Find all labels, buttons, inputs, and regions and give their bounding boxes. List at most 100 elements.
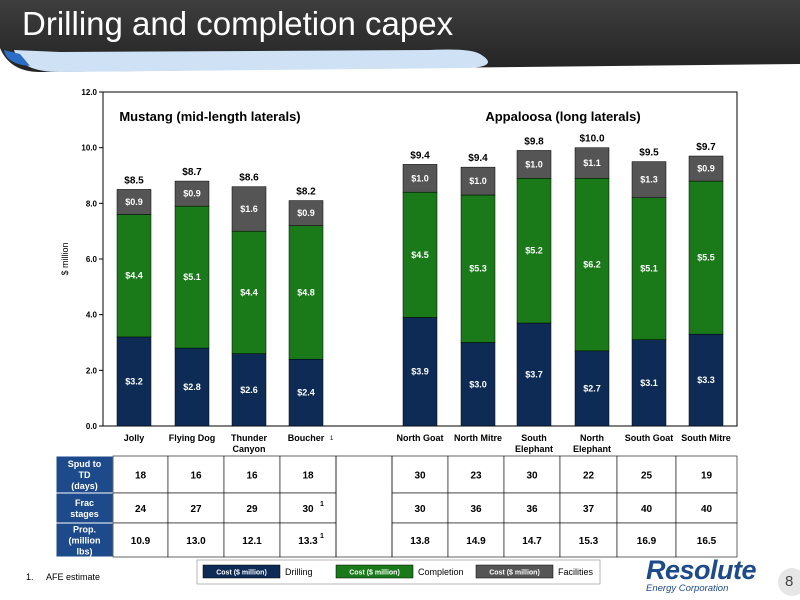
- bar-value-label: $3.9: [411, 367, 429, 377]
- bar-total-label: $9.4: [410, 150, 430, 161]
- bar-value-label: $1.0: [469, 176, 487, 186]
- table-cell-value: 23: [470, 471, 482, 482]
- table-row-header-line: (days): [71, 481, 98, 491]
- bar-value-label: $4.8: [297, 287, 315, 297]
- table-cell-value: 22: [583, 471, 595, 482]
- page-title: Drilling and completion capex: [22, 5, 454, 42]
- table-row-header: Frac stages: [70, 498, 99, 519]
- table-cell-value: 18: [135, 471, 147, 482]
- table-cell-value: 30: [414, 504, 426, 515]
- category-label: North Mitre: [454, 433, 502, 443]
- category-label-line: North Mitre: [454, 433, 502, 443]
- table-cell: [223, 522, 281, 558]
- bar-segment-facilities: [574, 147, 610, 179]
- legend-label: Completion: [418, 567, 464, 577]
- bar-segment-completion: [460, 194, 496, 343]
- table-cell: [447, 522, 505, 558]
- table-cell-value: 30: [302, 504, 314, 515]
- table-cell-value: 16: [190, 471, 202, 482]
- group-title: Mustang (mid-length laterals): [119, 109, 300, 124]
- category-label: South Goat: [625, 433, 674, 443]
- table-cell: [279, 522, 337, 558]
- category-label: South Elephant: [515, 433, 553, 454]
- table-cell: [167, 522, 225, 558]
- table-cell: [503, 492, 561, 524]
- table-cell-value: 14.7: [522, 536, 542, 547]
- table-row-header-line: lbs): [76, 547, 92, 557]
- bar-value-label: $0.9: [183, 189, 201, 199]
- table-cell-value: 10.9: [131, 536, 151, 547]
- table-cell: [675, 522, 738, 558]
- group-title: Appaloosa (long laterals): [485, 109, 640, 124]
- table-cell-value: 12.1: [242, 536, 262, 547]
- y-axis-label: $ million: [60, 242, 70, 275]
- table-cell: [675, 455, 738, 494]
- table-cell: [616, 522, 677, 558]
- category-label-line: Flying Dog: [169, 433, 216, 443]
- bar-segment-facilities: [460, 166, 496, 196]
- bar-segment-facilities: [516, 150, 552, 179]
- bar-segment-drilling: [516, 322, 552, 427]
- bar-segment-facilities: [631, 161, 667, 199]
- title-bar: Drilling and completion capex: [0, 0, 800, 80]
- table-cell-footnote-mark: 1: [320, 533, 324, 540]
- table-row-header-line: TD: [79, 470, 91, 480]
- bar-segment-drilling: [402, 317, 438, 427]
- y-tick-label: 2.0: [86, 366, 98, 375]
- table-cell: [447, 455, 505, 494]
- footnote: 1. AFE estimate: [26, 572, 100, 582]
- bar-segment-drilling: [174, 347, 210, 427]
- bar-value-label: $0.9: [297, 208, 315, 218]
- table-cell-value: 14.9: [466, 536, 486, 547]
- category-label-line: South: [521, 433, 547, 443]
- bar-segment-completion: [516, 178, 552, 324]
- bar-value-label: $1.0: [411, 173, 429, 183]
- bar-segment-facilities: [688, 155, 724, 182]
- legend-label: Facilities: [558, 567, 594, 577]
- bar-total-label: $8.7: [182, 167, 202, 178]
- table-cell-value: 29: [246, 504, 258, 515]
- bar-total-label: $8.2: [296, 187, 316, 198]
- bar-value-label: $2.8: [183, 382, 201, 392]
- bar-value-label: $5.2: [525, 246, 543, 256]
- table-row-header-line: Frac: [75, 498, 94, 508]
- legend-swatch-facilities: [475, 564, 554, 579]
- legend-label: Drilling: [285, 567, 313, 577]
- bar-value-label: $2.6: [240, 385, 258, 395]
- table-cell-value: 40: [701, 504, 713, 515]
- bar-value-label: $2.7: [583, 383, 601, 393]
- table-cell-value: 40: [641, 504, 653, 515]
- table-cell-value: 30: [526, 471, 538, 482]
- header-swoosh: [0, 48, 800, 80]
- logo-tagline: Energy Corporation: [646, 583, 729, 594]
- category-label: North Goat: [397, 433, 444, 443]
- bar-segment-completion: [688, 180, 724, 335]
- y-tick-label: 4.0: [86, 311, 98, 320]
- bar-value-label: $1.6: [240, 204, 258, 214]
- bar-value-label: $4.4: [240, 287, 258, 297]
- table-row-header-line: Spud to: [68, 459, 102, 469]
- bar-segment-drilling: [116, 336, 152, 427]
- table-cell: [559, 522, 618, 558]
- bar-value-label: $1.1: [583, 158, 601, 168]
- table-cell: [675, 492, 738, 524]
- y-tick-label: 8.0: [86, 199, 98, 208]
- bar-value-label: $5.5: [697, 253, 715, 263]
- category-label: Boucher: [288, 433, 325, 443]
- table-row-header-line: Prop.: [73, 525, 96, 535]
- table-row-header-line: (million: [69, 536, 101, 546]
- table-cell-value: 13.3: [298, 536, 318, 547]
- y-tick-label: 6.0: [86, 255, 98, 264]
- bar-segment-facilities: [231, 186, 267, 232]
- category-label-line: Boucher: [288, 433, 325, 443]
- table-cell-value: 18: [302, 471, 314, 482]
- table-cell: [279, 455, 337, 494]
- table-cell-footnote-mark: 1: [320, 501, 324, 508]
- bar-segment-facilities: [288, 200, 324, 226]
- category-label: North Elephant: [573, 433, 611, 454]
- bar-value-label: $3.0: [469, 379, 487, 389]
- bar-value-label: $3.2: [125, 376, 143, 386]
- table-cell: [559, 492, 618, 524]
- table-cell: [167, 492, 225, 524]
- bar-value-label: $2.4: [297, 388, 315, 398]
